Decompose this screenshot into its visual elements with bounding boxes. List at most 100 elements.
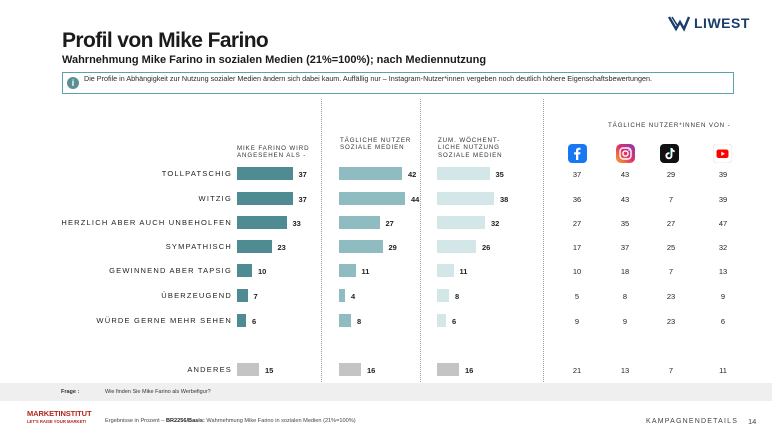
row-label: TOLLPATSCHIG xyxy=(161,169,232,178)
data-label: 33 xyxy=(292,219,301,228)
footnote: Ergebnisse in Prozent – BR2256/Basis: Wa… xyxy=(105,418,356,424)
platform-value: 47 xyxy=(718,219,728,228)
platform-value: 6 xyxy=(720,317,726,326)
bar xyxy=(437,314,446,327)
data-label: 7 xyxy=(253,292,258,301)
info-note: i Die Profile in Abhängigkeit zur Nutzun… xyxy=(62,72,734,94)
frage-label: Frage : xyxy=(61,389,80,395)
platform-value: 43 xyxy=(620,170,630,179)
series-header-2: TÄGLICHE NUTZER SOZIALE MEDIEN xyxy=(340,137,412,152)
bar xyxy=(339,314,351,327)
platform-value: 27 xyxy=(666,219,676,228)
row-label: SYMPATHISCH xyxy=(165,242,232,251)
marketinstitut-claim: LET'S RAISE YOUR MARKET! xyxy=(27,419,87,424)
frage-text: Wie finden Sie Mike Farino als Werbefigu… xyxy=(105,389,211,395)
data-label: 11 xyxy=(361,267,370,276)
data-label: 32 xyxy=(491,219,500,228)
row-label: WÜRDE GERNE MEHR SEHEN xyxy=(96,316,232,325)
platform-value: 27 xyxy=(572,219,582,228)
bar xyxy=(237,264,252,277)
data-label: 6 xyxy=(252,317,257,326)
bar-other xyxy=(237,363,259,376)
bar xyxy=(437,192,494,205)
platform-value: 25 xyxy=(666,243,676,252)
platform-value: 36 xyxy=(572,195,582,204)
bar xyxy=(437,167,490,180)
platform-value: 7 xyxy=(668,195,674,204)
bar xyxy=(339,289,345,302)
bar xyxy=(237,216,287,229)
data-label: 23 xyxy=(277,243,286,252)
brand-name: LIWEST xyxy=(694,15,750,31)
data-label: 4 xyxy=(351,292,356,301)
facebook-icon xyxy=(568,144,587,163)
divider-3 xyxy=(543,99,544,382)
platform-value: 39 xyxy=(718,195,728,204)
bar xyxy=(437,289,449,302)
divider-1 xyxy=(321,99,322,382)
bar-other xyxy=(437,363,459,376)
footnote-code: BR2256/Basis: xyxy=(165,418,205,424)
platform-value-other: 7 xyxy=(668,366,674,375)
platform-value: 8 xyxy=(622,292,628,301)
platform-value-other: 21 xyxy=(572,366,582,375)
platform-value-other: 13 xyxy=(620,366,630,375)
platform-value: 32 xyxy=(718,243,728,252)
bar xyxy=(339,167,402,180)
data-label: 37 xyxy=(298,195,307,204)
platform-value: 5 xyxy=(574,292,580,301)
bar xyxy=(339,192,405,205)
platform-value: 18 xyxy=(620,267,630,276)
data-label: 42 xyxy=(408,170,417,179)
data-label-other: 16 xyxy=(465,366,474,375)
platform-value: 9 xyxy=(574,317,580,326)
bar xyxy=(437,264,454,277)
footnote-rest: Wahrnehmung Mike Farino in sozialen Medi… xyxy=(206,418,356,424)
data-label-other: 16 xyxy=(367,366,376,375)
data-label: 26 xyxy=(482,243,491,252)
platform-value: 39 xyxy=(718,170,728,179)
youtube-icon xyxy=(712,143,733,164)
bar xyxy=(237,192,293,205)
series-header-3: ZUM. WÖCHENT-LICHE NUTZUNG SOZIALE MEDIE… xyxy=(438,137,503,159)
marketinstitut-logo: MARKETINSTITUT xyxy=(27,409,92,418)
platform-value: 35 xyxy=(620,219,630,228)
platform-value-other: 11 xyxy=(719,366,727,375)
data-label: 11 xyxy=(459,267,468,276)
liwest-logo-icon xyxy=(668,16,690,32)
data-label: 29 xyxy=(388,243,397,252)
tiktok-icon xyxy=(660,144,679,163)
note-text: Die Profile in Abhängigkeit zur Nutzung … xyxy=(84,74,653,83)
bar-other xyxy=(339,363,361,376)
bar xyxy=(339,216,380,229)
bar xyxy=(237,240,272,253)
platform-value: 43 xyxy=(620,195,630,204)
section-label: KAMPAGNENDETAILS xyxy=(646,418,739,425)
data-label: 27 xyxy=(385,219,394,228)
page-number: 14 xyxy=(748,417,757,426)
platform-header: TÄGLICHE NUTZER*INNEN VON - xyxy=(608,122,731,129)
data-label: 6 xyxy=(452,317,457,326)
platform-value: 7 xyxy=(668,267,674,276)
platform-value: 9 xyxy=(622,317,628,326)
platform-value: 37 xyxy=(572,170,582,179)
footer-band xyxy=(0,383,772,401)
data-label: 38 xyxy=(500,195,509,204)
platform-value: 9 xyxy=(720,292,726,301)
row-label: ÜBERZEUGEND xyxy=(161,291,232,300)
row-label-other: ANDERES xyxy=(187,365,232,374)
page-subtitle: Wahrnehmung Mike Farino in sozialen Medi… xyxy=(62,54,487,66)
bar xyxy=(339,240,383,253)
data-label: 8 xyxy=(455,292,460,301)
row-label: HERZLICH ABER AUCH UNBEHOLFEN xyxy=(61,218,232,227)
platform-value: 10 xyxy=(572,267,582,276)
footnote-prefix: Ergebnisse in Prozent – xyxy=(105,418,165,424)
data-label: 37 xyxy=(298,170,307,179)
bar xyxy=(237,167,293,180)
info-icon: i xyxy=(67,77,79,89)
series-header-1: MIKE FARINO WIRD ANGESEHEN ALS - xyxy=(237,145,310,160)
liwest-logo: LIWEST xyxy=(668,14,763,34)
platform-value: 29 xyxy=(666,170,676,179)
data-label: 44 xyxy=(411,195,420,204)
bar xyxy=(237,289,248,302)
